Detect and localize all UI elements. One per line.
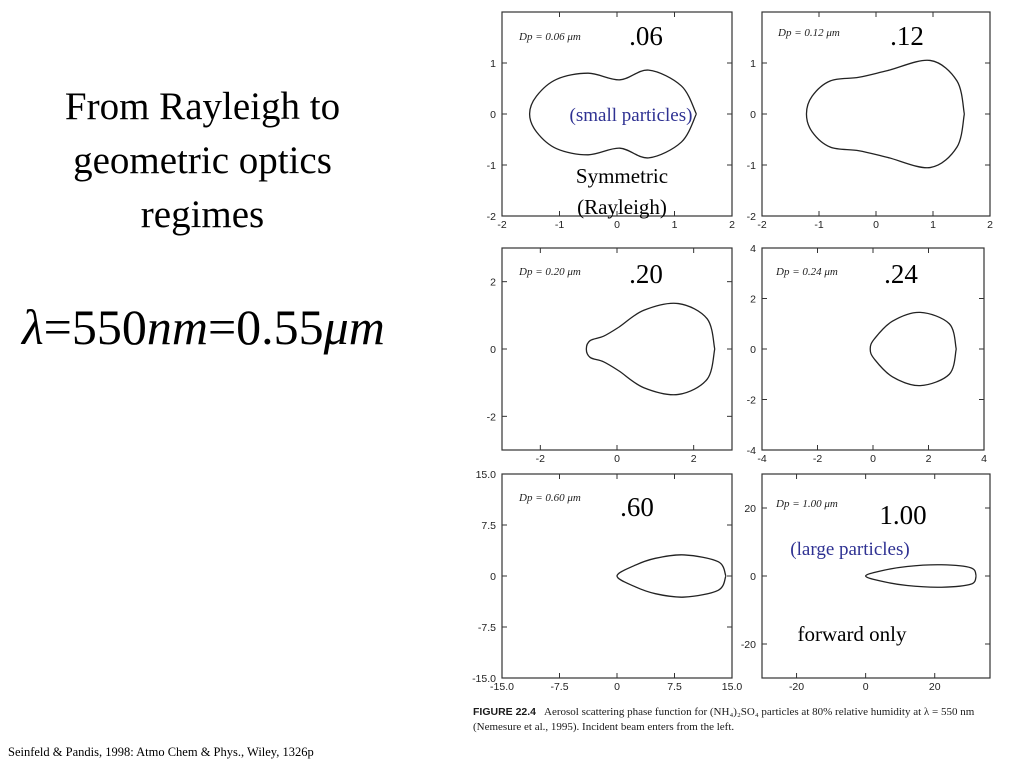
title-line-2: geometric optics [73, 139, 332, 182]
panel-annotation: (Rayleigh) [577, 195, 667, 219]
panel-diameter-label: Dp = 0.12 μm [777, 27, 840, 39]
x-tick-label: -2 [536, 453, 545, 465]
panel-diameter-label: Dp = 0.60 μm [518, 492, 581, 504]
x-tick-label: 2 [926, 453, 932, 465]
x-tick-label: 0 [873, 219, 879, 231]
panel-diameter-label: Dp = 1.00 μm [775, 498, 838, 510]
y-tick-label: 0 [490, 344, 496, 356]
x-tick-label: -1 [555, 219, 564, 231]
y-tick-label: -1 [747, 160, 756, 172]
x-tick-label: -7.5 [550, 681, 568, 693]
panel-diameter-label: Dp = 0.24 μm [775, 266, 838, 278]
y-tick-label: 1 [750, 58, 756, 70]
x-tick-label: 7.5 [667, 681, 682, 693]
phase-function-curve-2 [805, 59, 965, 169]
y-tick-label: 2 [750, 294, 756, 306]
x-tick-label: -4 [757, 453, 766, 465]
panel-annotation: (small particles) [570, 105, 693, 126]
caption-text: Aerosol scattering phase function for (N… [473, 706, 975, 733]
phase-function-curve-3 [585, 302, 716, 396]
panel-diameter-label: Dp = 0.06 μm [518, 31, 581, 43]
plot-frame-3 [501, 247, 733, 451]
x-tick-label: 15.0 [722, 681, 743, 693]
x-tick-label: 0 [614, 219, 620, 231]
phase-function-curve-1 [528, 69, 697, 159]
y-tick-label: 0 [490, 571, 496, 583]
slide-title: From Rayleigh to geometric optics regime… [20, 80, 385, 242]
y-tick-label: -20 [741, 639, 756, 651]
panel-size-label: .12 [890, 21, 924, 51]
x-tick-label: -2 [497, 219, 506, 231]
lambda-symbol: λ [22, 299, 44, 355]
y-tick-label: 7.5 [481, 520, 496, 532]
panel-size-label: 1.00 [879, 500, 926, 530]
plot-frame-1 [501, 11, 733, 217]
wavelength-equation: λ=550nm=0.55μm [22, 298, 385, 356]
x-tick-label: -2 [757, 219, 766, 231]
phase-function-curve-5 [616, 554, 727, 598]
y-tick-label: 20 [744, 503, 756, 515]
y-tick-label: -4 [747, 445, 756, 457]
mu-symbol: μ [323, 299, 349, 355]
wavelength-nm-value: 550 [71, 299, 147, 355]
y-tick-label: -2 [487, 211, 496, 223]
panel-size-label: .20 [629, 259, 663, 289]
panel-size-label: .06 [629, 21, 663, 51]
y-tick-label: 4 [750, 243, 756, 255]
x-tick-label: 0 [614, 453, 620, 465]
plot-frame-2 [761, 11, 991, 217]
y-tick-label: 0 [750, 109, 756, 121]
y-tick-label: 1 [490, 58, 496, 70]
x-tick-label: 0 [863, 681, 869, 693]
panel-annotation: Symmetric [576, 164, 668, 188]
unit-m: m [348, 299, 385, 355]
equals-sign-1: = [43, 299, 72, 355]
x-tick-label: -2 [813, 453, 822, 465]
y-tick-label: -2 [487, 411, 496, 423]
y-tick-label: -2 [747, 395, 756, 407]
y-tick-label: 2 [490, 277, 496, 289]
panel-annotation: (large particles) [790, 539, 909, 560]
x-tick-label: -15.0 [490, 681, 514, 693]
y-tick-label: -1 [487, 160, 496, 172]
x-tick-label: 2 [691, 453, 697, 465]
y-tick-label: -15.0 [472, 673, 496, 685]
x-tick-label: 2 [987, 219, 993, 231]
panel-size-label: .60 [620, 492, 654, 522]
phase-function-curve-4 [869, 311, 957, 387]
y-tick-label: 0 [750, 571, 756, 583]
panel-diameter-label: Dp = 0.20 μm [518, 266, 581, 278]
x-tick-label: 4 [981, 453, 987, 465]
x-tick-label: 0 [614, 681, 620, 693]
x-tick-label: 1 [672, 219, 678, 231]
title-line-1: From Rayleigh to [64, 85, 341, 128]
x-tick-label: 2 [729, 219, 735, 231]
unit-nm: nm [146, 299, 208, 355]
x-tick-label: 0 [870, 453, 876, 465]
title-line-3: regimes [140, 193, 265, 236]
y-tick-label: -7.5 [478, 622, 496, 634]
plot-frame-4 [761, 247, 985, 451]
panel-size-label: .24 [884, 259, 918, 289]
y-tick-label: -2 [747, 211, 756, 223]
phase-function-curve-6 [864, 564, 977, 588]
x-tick-label: -20 [789, 681, 804, 693]
citation: Seinfeld & Pandis, 1998: Atmo Chem & Phy… [8, 745, 314, 759]
y-tick-label: 0 [750, 344, 756, 356]
panel-annotation: forward only [797, 622, 907, 646]
y-tick-label: 15.0 [476, 469, 497, 481]
x-tick-label: 1 [930, 219, 936, 231]
equals-sign-2: = [207, 299, 237, 355]
x-tick-label: 20 [929, 681, 941, 693]
x-tick-label: -1 [814, 219, 823, 231]
y-tick-label: 0 [490, 109, 496, 121]
figure-label: FIGURE 22.4 [473, 706, 537, 718]
wavelength-um-value: 0.55 [236, 299, 324, 355]
figure-caption: FIGURE 22.4 Aerosol scattering phase func… [473, 705, 1013, 735]
